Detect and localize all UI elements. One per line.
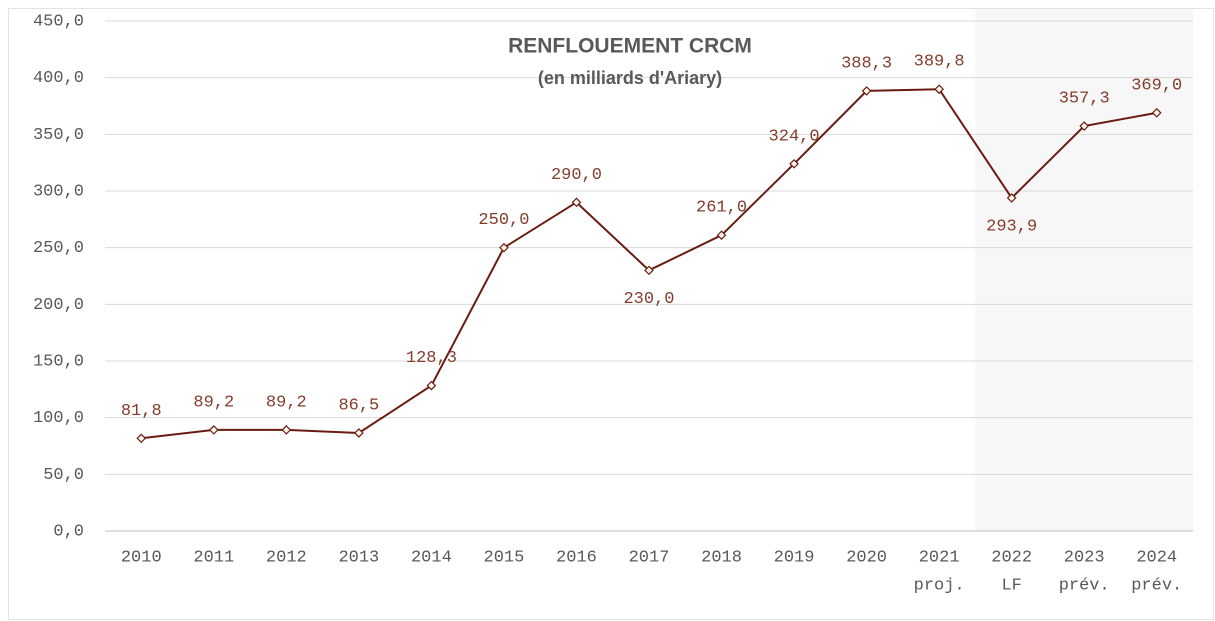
data-label: 250,0: [478, 211, 529, 230]
x-tick-note: prév.: [1059, 576, 1110, 595]
data-point: [1006, 193, 1017, 203]
x-tick-label: 2020: [846, 548, 887, 567]
chart-frame: [8, 8, 1214, 620]
x-tick-label: 2014: [411, 548, 452, 567]
data-point: [861, 86, 872, 96]
data-point: [281, 425, 292, 435]
data-label: 357,3: [1059, 90, 1110, 109]
x-tick-label: 2015: [484, 548, 525, 567]
data-label: 81,8: [121, 402, 162, 421]
data-point: [789, 158, 799, 169]
chart-title: RENFLOUEMENT CRCM: [508, 35, 752, 58]
x-tick-label: 2012: [266, 548, 307, 567]
x-tick-label: 2019: [774, 548, 815, 567]
data-label: 369,0: [1131, 76, 1182, 95]
data-label: 324,0: [769, 127, 820, 146]
data-point: [716, 230, 727, 241]
data-point: [934, 84, 944, 95]
x-tick-label: 2017: [629, 548, 670, 567]
x-tick-note: prév.: [1131, 576, 1182, 595]
data-label: 290,0: [551, 166, 602, 185]
data-point: [644, 265, 654, 276]
x-tick-label: 2021: [919, 548, 960, 567]
y-tick-label: 300,0: [33, 182, 84, 201]
x-tick-label: 2016: [556, 548, 597, 567]
x-tick-note: proj.: [914, 576, 965, 595]
data-label: 388,3: [841, 54, 892, 73]
forecast-shade: [975, 9, 1193, 531]
data-label: 86,5: [338, 396, 379, 415]
chart-subtitle: (en milliards d'Ariary): [538, 68, 722, 88]
y-tick-label: 350,0: [33, 126, 84, 145]
x-tick-label: 2024: [1136, 548, 1177, 567]
y-tick-label: 250,0: [33, 239, 84, 258]
data-point: [499, 242, 509, 253]
data-label: 89,2: [266, 393, 307, 412]
data-label: 89,2: [193, 393, 234, 412]
x-tick-label: 2023: [1064, 548, 1105, 567]
y-tick-label: 400,0: [33, 69, 84, 88]
y-tick-label: 450,0: [33, 12, 84, 31]
y-tick-label: 150,0: [33, 352, 84, 371]
x-tick-note: LF: [1001, 576, 1021, 595]
y-tick-label: 0,0: [53, 522, 84, 541]
data-point: [136, 433, 147, 444]
x-tick-label: 2018: [701, 548, 742, 567]
x-tick-label: 2013: [338, 548, 379, 567]
data-label: 261,0: [696, 199, 747, 218]
data-label: 128,3: [406, 349, 457, 368]
data-point: [1151, 107, 1162, 118]
y-tick-label: 50,0: [43, 466, 84, 485]
data-point: [426, 380, 437, 391]
x-tick-label: 2011: [193, 548, 234, 567]
background-layer: [105, 9, 1193, 532]
data-label: 293,9: [986, 217, 1037, 236]
y-tick-label: 100,0: [33, 409, 84, 428]
data-point: [571, 197, 582, 208]
x-tick-label: 2022: [991, 548, 1032, 567]
data-point: [354, 428, 364, 438]
y-tick-label: 200,0: [33, 296, 84, 315]
data-point: [1079, 121, 1090, 131]
x-tick-label: 2010: [121, 548, 162, 567]
data-point: [208, 425, 219, 435]
data-label: 230,0: [623, 290, 674, 309]
data-label: 389,8: [914, 53, 965, 72]
